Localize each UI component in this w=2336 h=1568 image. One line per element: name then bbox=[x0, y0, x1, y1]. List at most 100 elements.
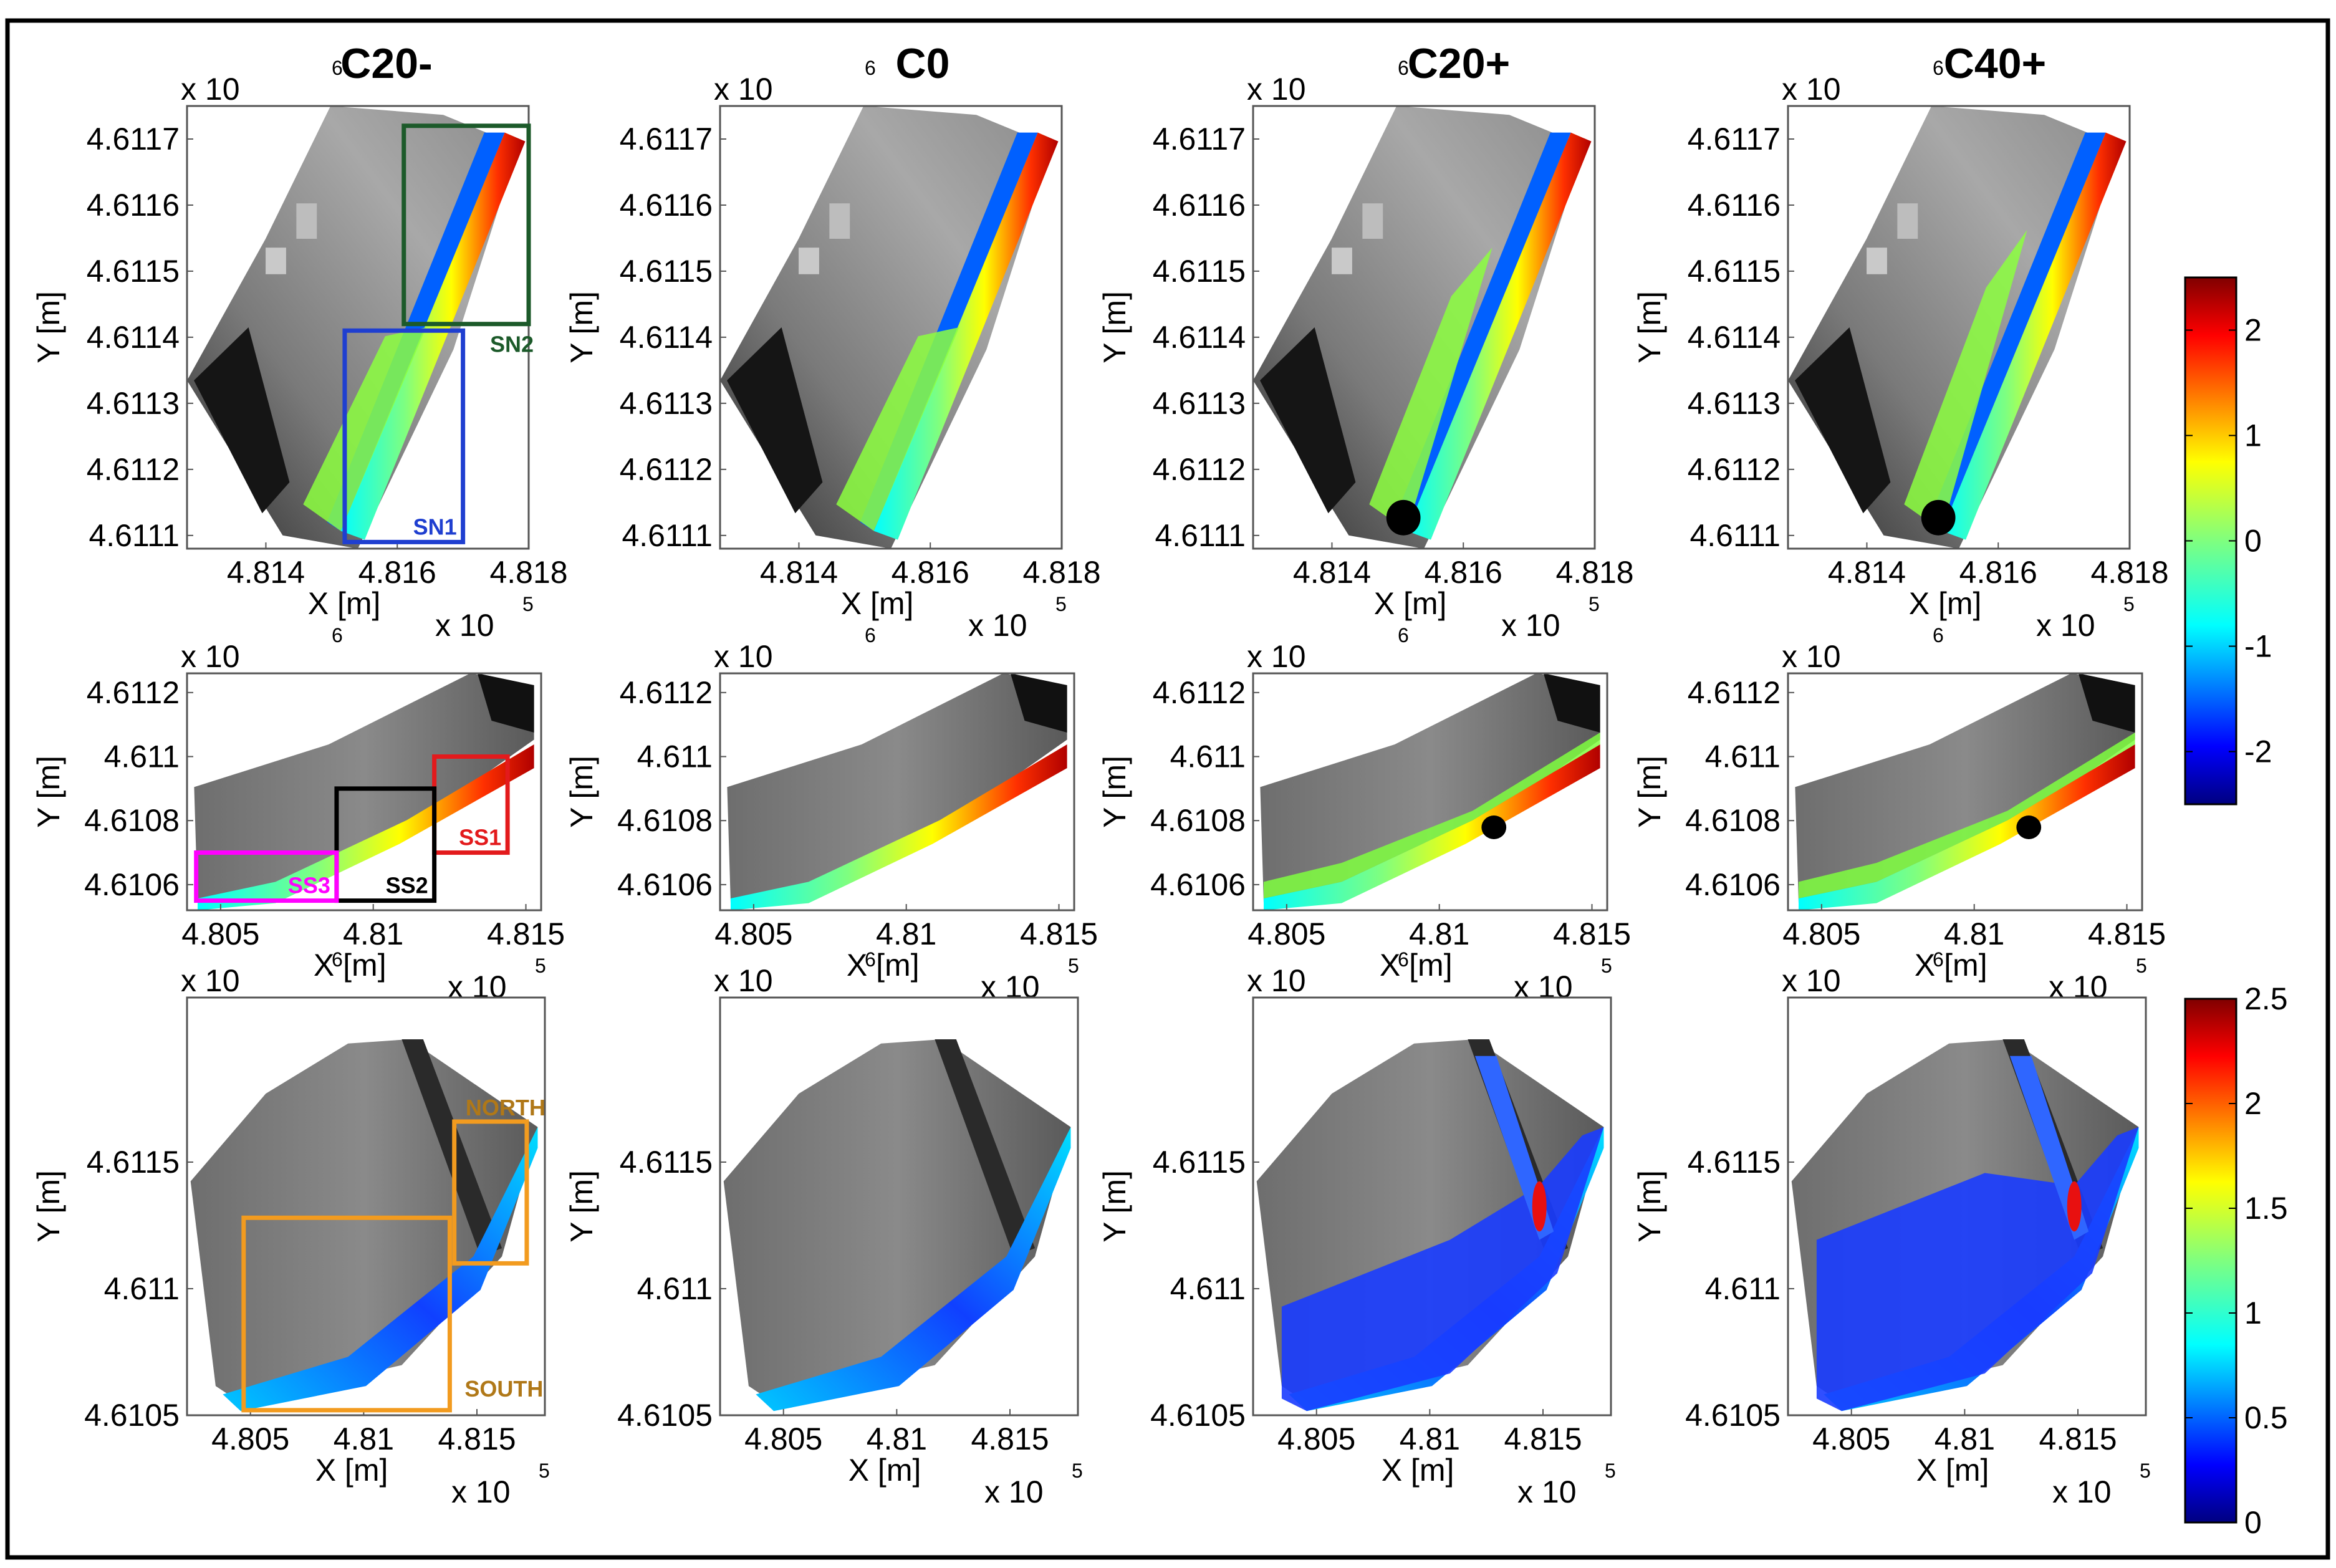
building-patch bbox=[1332, 248, 1352, 274]
y-tick-label: 4.6111 bbox=[1690, 518, 1781, 553]
x-tick-label: 4.81 bbox=[867, 1421, 927, 1456]
x-tick-label: 4.81 bbox=[1944, 916, 2004, 951]
x-tick-label: 4.805 bbox=[714, 916, 792, 951]
axes-frame bbox=[1252, 105, 1596, 550]
x-tick-label: 4.81 bbox=[334, 1421, 394, 1456]
elevation-strip bbox=[1799, 744, 2135, 910]
region-box-sn2 bbox=[401, 123, 531, 327]
colorbar-tick-label: 2.5 bbox=[2244, 981, 2288, 1016]
land-raster bbox=[1260, 673, 1600, 903]
y-tick-label: 4.6108 bbox=[1150, 803, 1246, 838]
x-axis-label: X [m] bbox=[315, 1453, 388, 1488]
dark-area bbox=[1543, 673, 1600, 733]
x-axis-label: X [m] bbox=[314, 948, 387, 983]
x-multiplier: x 10 bbox=[1517, 1474, 1577, 1509]
x-multiplier: x 10 bbox=[968, 608, 1027, 643]
panel-r3-c20minus: 4.6115 4.611 4.6105 4.805 4.81 4.815 X [m] Y [m… bbox=[31, 948, 550, 1509]
map-image bbox=[1788, 106, 2130, 549]
map-image bbox=[1253, 998, 1611, 1415]
x-multiplier-exponent: 5 bbox=[1589, 593, 1600, 615]
y-multiplier: x 10 bbox=[181, 963, 240, 998]
x-tick-label: 4.805 bbox=[1782, 916, 1860, 951]
region-box-south bbox=[241, 1215, 452, 1413]
y-multiplier-exponent: 6 bbox=[332, 624, 343, 647]
x-axis-label: X [m] bbox=[847, 948, 920, 983]
channel bbox=[935, 1039, 1036, 1257]
x-tick-label: 4.815 bbox=[487, 916, 565, 951]
y-multiplier: x 10 bbox=[181, 72, 240, 107]
y-multiplier-exponent: 6 bbox=[1933, 624, 1944, 647]
y-tick-label: 4.6112 bbox=[1688, 675, 1781, 710]
x-tick-label: 4.816 bbox=[892, 555, 969, 590]
y-multiplier: x 10 bbox=[1247, 639, 1306, 674]
y-tick-label: 4.6112 bbox=[87, 675, 180, 710]
colorbar-bottom: 2.5 2 1.5 1 0.5 0 bbox=[2184, 981, 2288, 1540]
dark-area bbox=[1010, 673, 1067, 733]
x-multiplier: x 10 bbox=[984, 1474, 1044, 1509]
dark-area bbox=[477, 673, 534, 733]
dark-spot bbox=[1481, 815, 1507, 839]
x-multiplier-exponent: 5 bbox=[1068, 955, 1079, 977]
panel-r1-c0: 4.6117 4.6116 4.6115 4.6114 4.6113 4.6112 4.61… bbox=[564, 57, 1101, 643]
y-tick-label: 4.6106 bbox=[84, 867, 180, 902]
x-multiplier: x 10 bbox=[451, 1474, 511, 1509]
y-tick-label: 4.6117 bbox=[1153, 122, 1246, 156]
x-multiplier-exponent: 5 bbox=[2136, 955, 2147, 977]
water-strip bbox=[1393, 132, 1571, 531]
colorbar-tick-label: 0 bbox=[2244, 1505, 2262, 1540]
region-label-sn2: SN2 bbox=[490, 332, 534, 357]
building-patch bbox=[1897, 203, 1918, 239]
y-tick-label: 4.611 bbox=[637, 1271, 713, 1306]
panel-r3-c0: 4.6115 4.611 4.6105 4.805 4.81 4.815 X [m] Y [m… bbox=[564, 948, 1083, 1509]
y-tick-label: 4.611 bbox=[1170, 739, 1246, 774]
y-tick-label: 4.6108 bbox=[84, 803, 180, 838]
x-axis-label: X [m] bbox=[1909, 586, 1982, 621]
y-multiplier-exponent: 6 bbox=[1398, 624, 1409, 647]
x-multiplier-exponent: 5 bbox=[1072, 1460, 1083, 1482]
x-axis-label: X [m] bbox=[841, 586, 914, 621]
axes-frame bbox=[719, 672, 1075, 911]
elevation-strip bbox=[731, 744, 1067, 910]
y-tick-label: 4.6117 bbox=[620, 122, 713, 156]
region-box-ss3 bbox=[194, 850, 339, 903]
y-tick-label: 4.6108 bbox=[1685, 803, 1781, 838]
y-tick-label: 4.6105 bbox=[1685, 1398, 1781, 1433]
x-tick-label: 4.815 bbox=[438, 1421, 516, 1456]
colorbar-bottom-ticks: 2.5 2 1.5 1 0.5 0 bbox=[2185, 981, 2288, 1540]
x-tick-label: 4.814 bbox=[1293, 555, 1371, 590]
x-axis-label: X [m] bbox=[848, 1453, 921, 1488]
y-tick-label: 4.6112 bbox=[87, 452, 180, 487]
region-label-sn1: SN1 bbox=[413, 514, 457, 539]
y-multiplier: x 10 bbox=[714, 963, 773, 998]
y-tick-label: 4.611 bbox=[104, 739, 180, 774]
y-tick-label: 4.6116 bbox=[620, 188, 713, 223]
y-tick-label: 4.6113 bbox=[1688, 386, 1781, 421]
panel-r1-c20plus: 4.6117 4.6116 4.6115 4.6114 4.6113 4.6112 4.61… bbox=[1097, 57, 1634, 643]
y-multiplier: x 10 bbox=[714, 639, 773, 674]
y-multiplier-exponent: 6 bbox=[1398, 948, 1409, 971]
elevation-strip bbox=[340, 132, 526, 540]
high-depth-spot bbox=[2067, 1181, 2082, 1232]
region-box-north bbox=[452, 1119, 529, 1266]
y-tick-label: 4.611 bbox=[1705, 1271, 1781, 1306]
elevation-strip bbox=[1264, 744, 1600, 910]
high-depth-spot bbox=[1532, 1181, 1547, 1232]
figure-frame bbox=[5, 18, 2330, 1560]
column-title-c20plus: C20+ bbox=[1408, 40, 1510, 87]
elevation-strip bbox=[1406, 132, 1592, 540]
building-patch bbox=[1362, 203, 1383, 239]
panel-r1-c20minus: 4.6117 4.6116 4.6115 4.6114 4.6113 4.6112 4.61… bbox=[31, 57, 568, 643]
land-raster bbox=[727, 673, 1067, 903]
y-tick-label: 4.6117 bbox=[1688, 122, 1781, 156]
y-axis-label: Y [m] bbox=[1097, 1170, 1132, 1243]
x-multiplier-exponent: 5 bbox=[2140, 1460, 2151, 1482]
y-tick-label: 4.6115 bbox=[1153, 1145, 1246, 1180]
building-patch bbox=[266, 248, 286, 274]
y-tick-label: 4.6115 bbox=[87, 1145, 180, 1180]
map-image bbox=[187, 106, 529, 549]
x-tick-label: 4.81 bbox=[876, 916, 936, 951]
dark-area bbox=[194, 327, 290, 514]
x-tick-label: 4.816 bbox=[1959, 555, 2037, 590]
inundation-patch bbox=[303, 327, 426, 531]
